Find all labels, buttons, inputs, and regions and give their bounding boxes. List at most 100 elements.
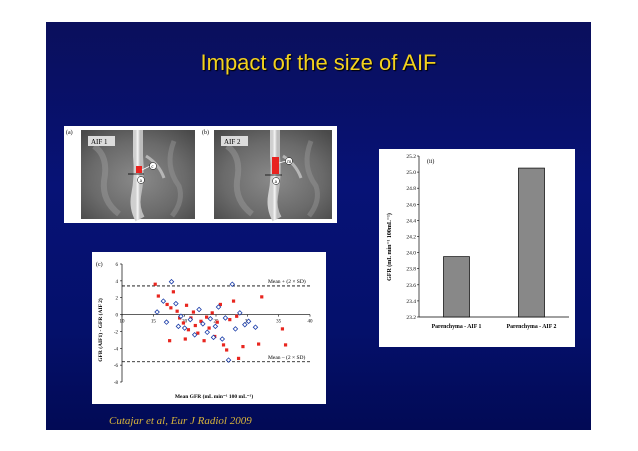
scatter-point-diamond	[237, 310, 243, 316]
bland-y-tick-label: 6	[116, 263, 119, 268]
scatter-point-square	[207, 326, 211, 330]
scatter-point-square	[175, 309, 179, 313]
marker-a-1-label: a	[140, 179, 143, 184]
bland-x-tick-label: 35	[276, 320, 282, 325]
bar-y-tick-label: 25.2	[406, 154, 416, 160]
bland-limit-lines	[122, 285, 310, 363]
scatter-point-diamond	[245, 318, 252, 325]
scatter-point-square	[156, 294, 160, 298]
bar-2	[518, 167, 545, 318]
bar-y-tick-label: 23.2	[406, 315, 416, 321]
scatter-point-diamond	[242, 321, 248, 328]
bar-y-tick-label: 24.2	[406, 235, 416, 241]
bar-y-tick-label: 23.6	[406, 283, 416, 289]
mri-figure: (a) AIF 1 c a (b)	[64, 126, 337, 223]
scatter-point-square	[196, 331, 200, 335]
scatter-point-diamond	[232, 326, 239, 332]
bland-x-tick-label: 10	[120, 320, 126, 325]
scatter-point-square	[225, 348, 229, 352]
mri-tag-a: AIF 1	[91, 138, 108, 146]
bar-1	[443, 256, 470, 318]
scatter-point-diamond	[229, 281, 236, 287]
scatter-point-square	[218, 302, 222, 307]
scatter-point-square	[153, 282, 157, 286]
bar-y-tick-label: 23.4	[406, 299, 416, 305]
bland-y-tick-label: -4	[114, 347, 119, 352]
mri-panel-a-label: (a)	[66, 129, 73, 136]
aif-roi-large	[272, 157, 279, 174]
scatter-point-square	[199, 319, 203, 323]
scatter-point-square	[236, 356, 241, 360]
scatter-point-square	[283, 343, 288, 347]
bar-panel-label: (ii)	[427, 158, 434, 165]
citation: Cutajar et al, Eur J Radiol 2009	[109, 415, 252, 427]
scatter-point-diamond	[175, 323, 182, 330]
scatter-point-square	[210, 311, 214, 315]
scatter-point-diamond	[163, 319, 170, 325]
mri-panel-a: (a) AIF 1 c a	[66, 129, 195, 222]
scatter-point-square	[202, 339, 206, 343]
scatter-point-diamond	[173, 300, 179, 307]
marker-m	[285, 157, 293, 165]
upper-limit-label: Mean + (2 × SD)	[268, 278, 306, 285]
bland-y-tick-label: -2	[114, 330, 119, 335]
scatter-point-diamond	[212, 323, 219, 330]
scatter-point-square	[235, 314, 239, 318]
scatter-point-square	[257, 342, 261, 346]
bar-category-label: Parenchyma - AIF 2	[507, 324, 557, 330]
bland-y-tick-label: 0	[116, 314, 119, 319]
bland-y-tick-label: 4	[116, 280, 119, 285]
bar-y-tick-label: 24.4	[406, 218, 416, 224]
marker-a-2	[272, 177, 280, 185]
mri-tag-b: AIF 2	[224, 138, 241, 146]
scatter-point-square	[205, 315, 209, 319]
bar-y-tick-label: 25.0	[406, 170, 416, 176]
scatter-point-square	[165, 302, 169, 307]
bar-category-label: Parenchyma - AIF 1	[432, 324, 482, 330]
scatter-point-square	[231, 299, 236, 303]
scatter-point-diamond	[168, 278, 175, 285]
scatter-point-diamond	[154, 309, 160, 315]
scatter-point-diamond	[222, 315, 229, 321]
bland-panel-label: (c)	[96, 261, 103, 268]
scatter-point-square	[260, 295, 264, 299]
scatter-point-square	[215, 320, 219, 324]
scatter-point-diamond	[219, 336, 226, 342]
gfr-bar-chart: (ii) GFR (mL min⁻¹ 100mL⁻¹) 25.2 25.0 24.8…	[379, 149, 575, 347]
scatter-point-square	[171, 290, 175, 294]
lower-limit-label: Mean – (2 × SD)	[268, 354, 305, 361]
scatter-point-square	[169, 306, 173, 310]
scatter-point-diamond	[160, 298, 167, 304]
vessel-a	[130, 130, 145, 222]
scatter-point-diamond	[204, 329, 210, 336]
bar-y-tick-label: 24.8	[406, 186, 416, 192]
scatter-point-square	[184, 303, 189, 307]
scatter-point-square	[168, 339, 172, 343]
marker-c	[149, 162, 157, 170]
bar-y-tick-label: 23.8	[406, 267, 416, 273]
bar-bars	[443, 167, 545, 318]
bland-x-axis-label: Mean GFR (mL min⁻¹ 100 mL⁻¹)	[175, 393, 253, 400]
scatter-point-diamond	[196, 306, 202, 313]
mri-tag-a-box	[88, 136, 115, 146]
marker-c-label: c	[151, 165, 154, 170]
scatter-point-diamond	[178, 313, 184, 320]
scatter-point-square	[241, 345, 245, 349]
bland-points	[153, 278, 288, 363]
slide-title: Impact of the size of AIF	[200, 50, 437, 75]
scatter-point-diamond	[200, 321, 206, 327]
scatter-point-diamond	[252, 324, 259, 330]
slide: Impact of the size of AIF (a)	[46, 22, 591, 430]
scatter-point-square	[178, 316, 182, 320]
bar-y-axis-label: GFR (mL min⁻¹ 100mL⁻¹)	[386, 213, 393, 281]
bland-y-axis-label: GFR (AIF1) - GFR (AIF 2)	[97, 298, 104, 362]
scatter-point-diamond	[225, 357, 232, 363]
mri-panel-b-label: (b)	[202, 129, 209, 136]
scatter-point-square	[191, 310, 196, 314]
marker-m-label: m	[287, 160, 291, 165]
bland-y-tick-label: -8	[114, 381, 119, 386]
bland-altman-plot: (c) GFR (AIF1) - GFR (AIF 2) Mean GFR (m…	[92, 252, 326, 404]
scatter-point-square	[183, 337, 187, 341]
scatter-point-square	[280, 327, 285, 331]
